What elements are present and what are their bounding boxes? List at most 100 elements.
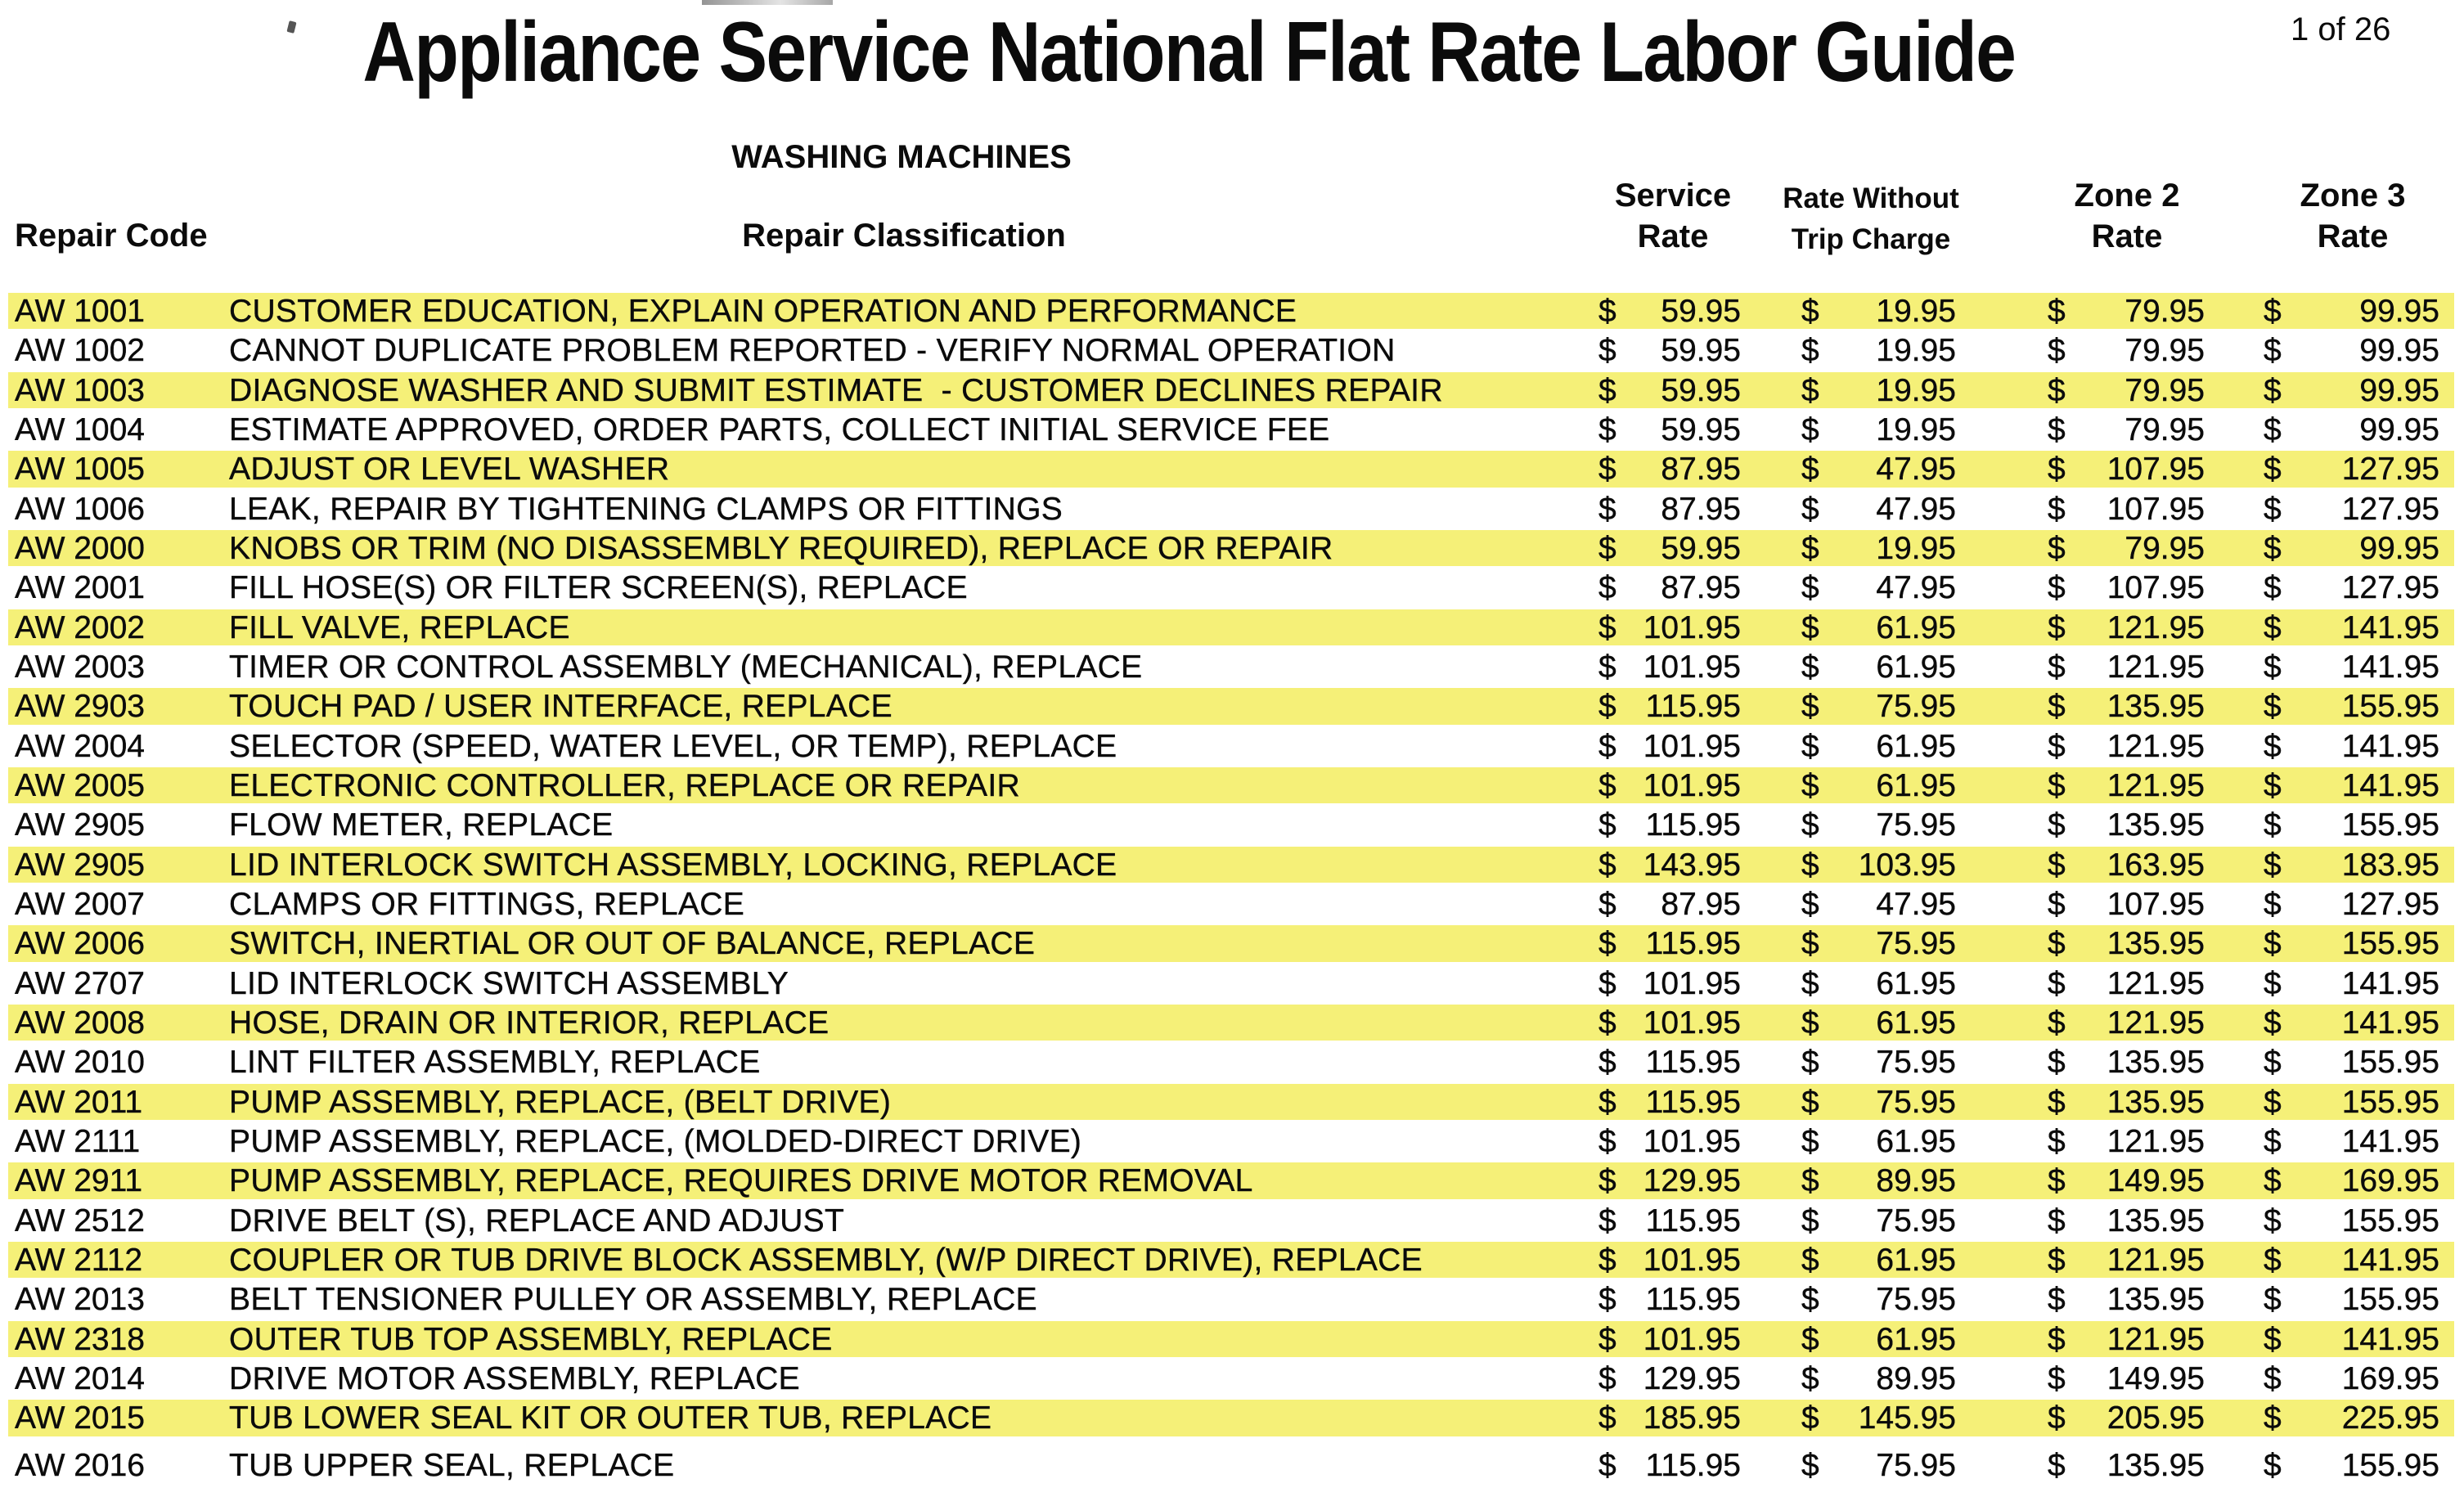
currency-symbol: $ [1598,333,1616,369]
rate-without-trip-cell: 19.95 [1876,294,1956,329]
repair-code-cell: AW 2112 [15,1242,143,1278]
service-rate-cell: 101.95 [1643,1005,1742,1041]
service-rate-cell: 87.95 [1661,452,1741,488]
column-header-rate-without-trip-line1: Rate Without [1783,182,1959,214]
currency-symbol: $ [1801,1045,1819,1081]
table-row: AW 2003 TIMER OR CONTROL ASSEMBLY (MECHA… [0,648,2464,687]
service-rate-cell: 115.95 [1645,1282,1741,1318]
zone2-rate-cell: 135.95 [2107,689,2205,725]
zone3-rate-cell: 127.95 [2341,570,2440,606]
currency-symbol: $ [2048,1005,2066,1041]
service-rate-cell: 115.95 [1645,926,1741,962]
repair-classification-cell: FLOW METER, REPLACE [229,807,614,843]
zone3-rate-cell: 127.95 [2341,452,2440,488]
currency-symbol: $ [1801,847,1819,883]
currency-symbol: $ [1598,1360,1616,1396]
rate-without-trip-cell: 61.95 [1876,1123,1956,1159]
zone2-rate-cell: 135.95 [2107,1203,2205,1239]
currency-symbol: $ [2048,1163,2066,1199]
table-row: AW 2002 FILL VALVE, REPLACE $ 101.95 $ 6… [0,609,2464,648]
rate-without-trip-cell: 61.95 [1876,609,1956,645]
service-rate-cell: 115.95 [1645,1045,1741,1081]
zone2-rate-cell: 135.95 [2107,1282,2205,1318]
currency-symbol: $ [1801,1360,1819,1396]
rate-without-trip-cell: 89.95 [1876,1360,1956,1396]
currency-symbol: $ [2048,1203,2066,1239]
zone3-rate-cell: 155.95 [2341,1203,2440,1239]
zone2-rate-cell: 205.95 [2107,1400,2205,1436]
service-rate-cell: 59.95 [1661,530,1741,566]
rate-without-trip-cell: 89.95 [1876,1163,1956,1199]
zone3-rate-cell: 141.95 [2341,767,2440,803]
table-row: AW 1006 LEAK, REPAIR BY TIGHTENING CLAMP… [0,490,2464,529]
zone2-rate-cell: 121.95 [2107,965,2205,1001]
table-row: AW 2000 KNOBS OR TRIM (NO DISASSEMBLY RE… [0,529,2464,569]
rate-without-trip-cell: 103.95 [1858,847,1957,883]
currency-symbol: $ [2048,1321,2066,1357]
service-rate-cell: 59.95 [1661,333,1741,369]
zone2-rate-cell: 79.95 [2125,372,2205,408]
rate-without-trip-cell: 19.95 [1876,372,1956,408]
rate-table-body: AW 1001 CUSTOMER EDUCATION, EXPLAIN OPER… [0,292,2464,1486]
zone3-rate-cell: 141.95 [2341,1005,2440,1041]
currency-symbol: $ [2264,372,2282,408]
currency-symbol: $ [1801,491,1819,527]
repair-classification-cell: CLAMPS OR FITTINGS, REPLACE [229,886,745,922]
table-row: AW 2015 TUB LOWER SEAL KIT OR OUTER TUB,… [0,1399,2464,1438]
table-row: AW 2001 FILL HOSE(S) OR FILTER SCREEN(S)… [0,569,2464,608]
zone2-rate-cell: 149.95 [2107,1163,2205,1199]
zone2-rate-cell: 121.95 [2107,1321,2205,1357]
currency-symbol: $ [2048,965,2066,1001]
currency-symbol: $ [1598,807,1616,843]
currency-symbol: $ [1801,372,1819,408]
zone3-rate-cell: 155.95 [2341,1282,2440,1318]
repair-code-cell: AW 2006 [15,926,145,962]
currency-symbol: $ [1801,926,1819,962]
repair-code-cell: AW 2007 [15,886,145,922]
currency-symbol: $ [2048,807,2066,843]
zone3-rate-cell: 141.95 [2341,1321,2440,1357]
currency-symbol: $ [1801,689,1819,725]
repair-classification-cell: PUMP ASSEMBLY, REPLACE, (MOLDED-DIRECT D… [229,1123,1082,1159]
service-rate-cell: 87.95 [1661,570,1741,606]
currency-symbol: $ [1598,530,1616,566]
currency-symbol: $ [1801,1400,1819,1436]
currency-symbol: $ [1598,609,1616,645]
currency-symbol: $ [2048,1242,2066,1278]
repair-classification-cell: TUB LOWER SEAL KIT OR OUTER TUB, REPLACE [229,1400,992,1436]
column-header-service-rate: Service Rate [1575,178,1771,254]
service-rate-cell: 129.95 [1643,1360,1742,1396]
repair-classification-cell: FILL VALVE, REPLACE [229,609,570,645]
currency-symbol: $ [2048,767,2066,803]
currency-symbol: $ [2264,767,2282,803]
currency-symbol: $ [2048,728,2066,764]
zone2-rate-cell: 135.95 [2107,926,2205,962]
currency-symbol: $ [1801,1203,1819,1239]
currency-symbol: $ [1801,767,1819,803]
currency-symbol: $ [1801,1163,1819,1199]
table-row: AW 1003 DIAGNOSE WASHER AND SUBMIT ESTIM… [0,371,2464,411]
repair-code-cell: AW 2903 [15,689,145,725]
service-rate-cell: 101.95 [1643,965,1742,1001]
service-rate-cell: 87.95 [1661,886,1741,922]
currency-symbol: $ [1801,1084,1819,1120]
zone3-rate-cell: 183.95 [2341,847,2440,883]
service-rate-cell: 115.95 [1645,807,1741,843]
zone3-rate-cell: 127.95 [2341,491,2440,527]
rate-without-trip-cell: 19.95 [1876,411,1956,447]
currency-symbol: $ [2048,1360,2066,1396]
currency-symbol: $ [2048,333,2066,369]
currency-symbol: $ [2264,1242,2282,1278]
currency-symbol: $ [2048,886,2066,922]
zone2-rate-cell: 107.95 [2107,491,2205,527]
currency-symbol: $ [1801,1005,1819,1041]
rate-without-trip-cell: 75.95 [1876,1447,1956,1483]
service-rate-cell: 185.95 [1643,1400,1742,1436]
currency-symbol: $ [2048,452,2066,488]
currency-symbol: $ [1598,1084,1616,1120]
repair-classification-cell: LID INTERLOCK SWITCH ASSEMBLY [229,965,789,1001]
service-rate-cell: 115.95 [1645,1447,1741,1483]
zone3-rate-cell: 169.95 [2341,1163,2440,1199]
table-row: AW 2905 FLOW METER, REPLACE $ 115.95 $ 7… [0,806,2464,845]
